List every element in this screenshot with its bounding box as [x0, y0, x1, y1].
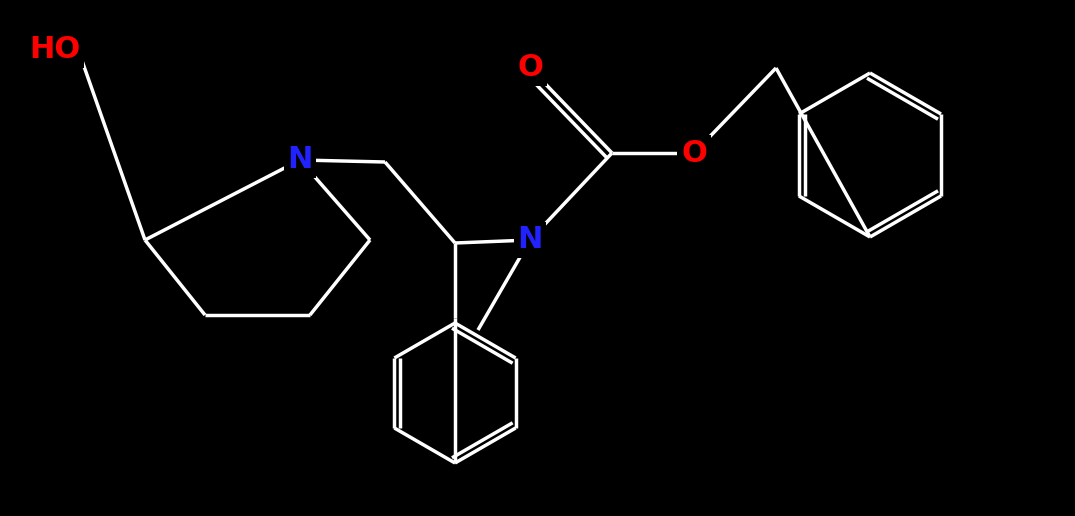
Text: O: O [517, 54, 543, 83]
Text: N: N [287, 146, 313, 174]
Text: O: O [682, 138, 707, 168]
Text: HO: HO [29, 36, 81, 64]
Text: N: N [517, 225, 543, 254]
